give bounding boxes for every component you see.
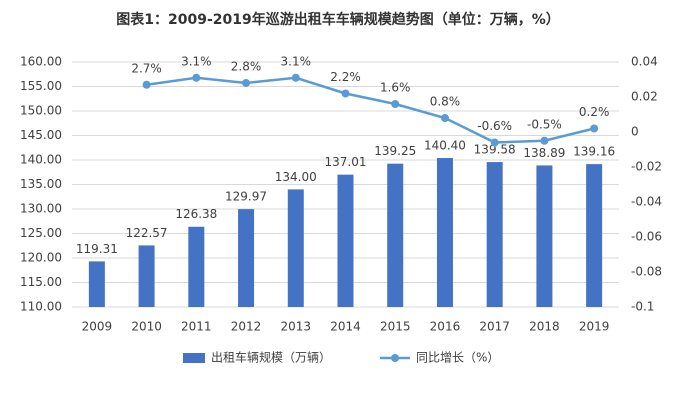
bar-value-label: 122.57 — [126, 226, 168, 240]
bar — [287, 189, 304, 307]
x-tick-label: 2015 — [380, 320, 411, 334]
legend-label: 出租车辆规模（万辆） — [211, 350, 331, 365]
line-value-label: -0.5% — [527, 117, 562, 131]
bar-value-label: 126.38 — [175, 207, 217, 221]
x-tick-label: 2019 — [579, 320, 610, 334]
x-tick-label: 2018 — [529, 320, 560, 334]
y-tick-label: 115.00 — [20, 275, 62, 289]
line-point — [291, 73, 300, 82]
bar — [337, 174, 354, 307]
y-tick-label: 130.00 — [20, 202, 62, 216]
y2-tick-label: -0.06 — [631, 230, 662, 244]
x-tick-label: 2011 — [181, 320, 212, 334]
legend-label: 同比增长（%） — [416, 351, 499, 365]
x-tick-label: 2013 — [280, 320, 311, 334]
bar — [436, 158, 453, 307]
bar-value-label: 139.58 — [474, 143, 516, 157]
y-tick-label: 150.00 — [20, 104, 62, 118]
legend-marker — [391, 354, 399, 362]
line-value-label: 3.1% — [281, 54, 312, 68]
bar-value-label: 129.97 — [225, 190, 267, 204]
y2-tick-label: 0 — [631, 125, 639, 139]
bar — [88, 261, 105, 307]
bar — [536, 165, 553, 307]
bar-value-label: 137.01 — [325, 155, 367, 169]
line-value-label: 2.7% — [131, 61, 162, 75]
y2-tick-label: 0.04 — [631, 55, 658, 69]
line-point — [142, 80, 151, 89]
line-point — [440, 114, 449, 122]
y-tick-label: 120.00 — [20, 251, 62, 265]
line-value-label: 0.2% — [579, 105, 610, 119]
legend-swatch — [183, 353, 205, 363]
bar-value-label: 139.25 — [374, 144, 416, 158]
y-tick-label: 125.00 — [20, 226, 62, 240]
line-value-label: 2.2% — [330, 70, 361, 84]
y2-tick-label: -0.1 — [631, 300, 654, 314]
chart-title: 图表1：2009-2019年巡游出租车车辆规模趋势图（单位：万辆，%） — [116, 11, 560, 28]
y-tick-label: 160.00 — [20, 55, 62, 69]
bar — [586, 164, 603, 307]
y2-tick-label: 0.02 — [631, 90, 658, 104]
y-tick-label: 145.00 — [20, 128, 62, 142]
y2-tick-label: -0.02 — [631, 160, 662, 174]
y2-tick-label: -0.08 — [631, 265, 662, 279]
line-point — [490, 138, 499, 147]
line-value-label: 3.1% — [181, 54, 212, 68]
line-value-label: 0.8% — [430, 95, 461, 109]
line-value-label: 2.8% — [231, 60, 262, 74]
y-tick-label: 155.00 — [20, 79, 62, 93]
line — [146, 76, 595, 144]
x-tick-label: 2012 — [231, 320, 262, 334]
line-point — [391, 100, 400, 108]
bar-value-label: 138.89 — [523, 146, 565, 160]
y-tick-label: 135.00 — [20, 177, 62, 191]
y-tick-label: 140.00 — [20, 153, 62, 167]
y2-tick-label: -0.04 — [631, 195, 662, 209]
x-tick-label: 2017 — [479, 320, 510, 334]
y-tick-label: 110.00 — [20, 300, 62, 314]
bar-value-label: 139.16 — [573, 145, 615, 159]
x-tick-label: 2014 — [330, 320, 361, 334]
bar-value-label: 119.31 — [76, 242, 118, 256]
line-point — [341, 89, 350, 98]
bar-value-label: 140.40 — [424, 139, 466, 153]
line-point — [242, 79, 251, 87]
x-tick-label: 2010 — [131, 320, 162, 334]
line-point — [192, 73, 201, 82]
bar — [188, 226, 205, 307]
bar — [138, 245, 155, 307]
bar — [238, 209, 255, 307]
x-tick-label: 2016 — [430, 320, 461, 334]
bar — [486, 162, 503, 307]
line-value-label: 1.6% — [380, 81, 411, 95]
line-point — [590, 124, 599, 133]
x-tick-label: 2009 — [82, 320, 113, 334]
bar-value-label: 134.00 — [275, 170, 317, 184]
line-value-label: -0.6% — [477, 119, 512, 133]
line-point — [540, 136, 549, 145]
bar — [387, 163, 404, 307]
